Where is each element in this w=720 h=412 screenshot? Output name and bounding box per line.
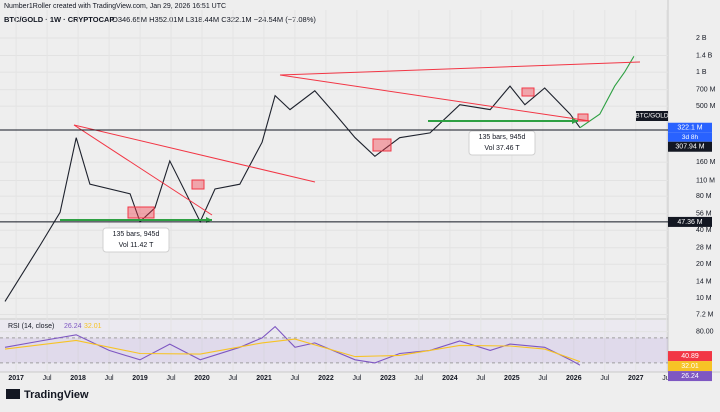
range-label: 135 bars, 945d [113,231,160,238]
series-line [4,325,581,366]
price-badge [668,122,712,133]
trend-line [279,74,591,122]
price-badge [668,371,712,382]
price-badge-label: 40.89 [681,353,699,360]
x-tick-label: 2027 [628,375,644,382]
x-tick-label: Jul [538,375,547,382]
credit: Number1Roller created with TradingView.c… [4,3,226,10]
x-tick-label: Jul [167,375,176,382]
x-tick-label: Jul [476,375,485,382]
y-tick-label: 10 M [696,295,712,302]
rsi-legend-value: 32.01 [84,323,102,330]
highlight-box [577,113,589,122]
y-tick-label: 160 M [696,159,716,166]
series-line [4,338,581,363]
y-tick-label: 14 M [696,279,712,286]
y-tick-label: 56 M [696,211,712,218]
price-badge-label: 307.94 M [675,144,704,151]
x-tick-label: 2022 [318,375,334,382]
symbol-badge [636,111,668,121]
y-tick-label: 500 M [696,103,716,110]
x-tick-label: Jul [43,375,52,382]
x-tick-label: 2017 [8,375,24,382]
volume-label: Vol 37.46 T [484,145,520,152]
symbol: BTC/GOLD · 1W · CRYPTOCAP [4,15,114,24]
y-tick-label: 28 M [696,245,712,252]
rsi-panel [0,320,668,372]
range-label-box [102,227,170,253]
price-badge-label: 32.01 [681,363,699,370]
range-label: 135 bars, 945d [479,134,526,141]
price-badge [668,351,712,362]
trend-line [73,124,316,183]
y-tick-label: 80.00 [696,328,714,335]
y-tick-label: 20 M [696,261,712,268]
drawings [60,61,641,253]
y-tick-label: 7.2 M [696,311,714,318]
trend-line [73,124,213,216]
y-tick-label: 1 B [696,69,707,76]
y-tick-label: 110 M [696,177,715,184]
x-tick-label: Jul [290,375,299,382]
symbol-badge-label: BTC/GOLD [635,113,669,120]
y-tick-label: 2 B [696,35,707,42]
price-badge-label: 47.36 M [677,219,702,226]
x-tick-label: 2018 [70,375,86,382]
brand: TradingView [6,389,89,401]
x-tick-label: 2023 [380,375,396,382]
x-tick-label: Jul [662,375,671,382]
x-tick-label: 2024 [442,375,458,382]
countdown-badge [668,132,712,142]
series-line [4,85,581,302]
highlight-box [127,206,155,219]
y-tick-label: 700 M [696,86,716,93]
x-tick-label: Jul [229,375,238,382]
x-tick-label: Jul [414,375,423,382]
volume-label: Vol 11.42 T [119,242,154,249]
highlight-box [521,87,535,97]
x-tick-label: Jul [600,375,609,382]
x-tick-label: 2025 [504,375,520,382]
rsi-title: RSI (14, close) [8,323,54,330]
highlight-box [191,179,205,190]
brand-name: TradingView [24,389,89,401]
price-badge-label: 322.1 M [677,125,702,132]
rsi-legend-value: 26.24 [64,323,82,330]
highlight-box [372,138,392,152]
x-tick-label: 2020 [194,375,210,382]
x-tick-label: 2026 [566,375,582,382]
x-tick-label: 2021 [256,375,272,382]
range-label-box [468,130,536,156]
ohlc: O346.65M H352.01M L318.44M C322.1M −24.5… [112,15,316,24]
y-tick-label: 80 M [696,193,712,200]
price-badge [668,141,712,152]
brand-logo [6,389,20,399]
countdown: 3d 8h [682,134,699,141]
x-tick-label: 2019 [132,375,148,382]
price-badge [668,216,712,227]
series-line [579,56,635,129]
price-badge [668,361,712,372]
y-tick-label: 40 M [696,227,712,234]
y-tick-label: 1.4 B [696,52,713,59]
trend-line [279,61,641,76]
x-tick-label: Jul [105,375,114,382]
price-badge-label: 26.24 [681,373,699,380]
arrow-head [572,118,578,124]
plot-layer [0,10,668,371]
x-tick-label: Jul [352,375,361,382]
